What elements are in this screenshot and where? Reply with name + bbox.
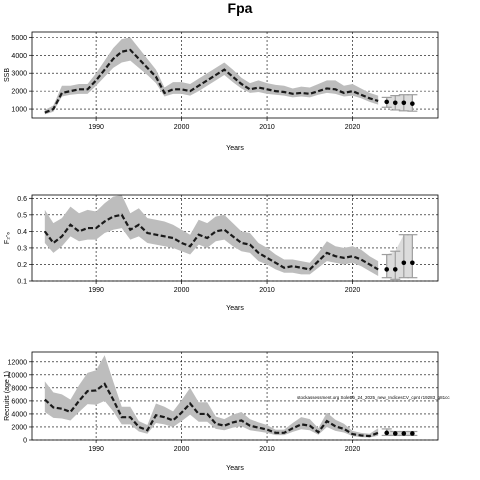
x-tick-label-1990: 1990: [88, 446, 104, 453]
fbar-plot-frame: [31, 194, 439, 282]
y-tick-label-0.6: 0.6: [17, 196, 27, 203]
fbar-x-axis-label: Years: [226, 305, 244, 312]
x-tick-label-2010: 2010: [259, 124, 275, 131]
chart-panels: 1990 2000 2010 2020 1000 2000 3000 4000 5000 Year…: [4, 31, 439, 472]
y-tick-label-3000: 3000: [11, 71, 27, 78]
recruits-projection-point-2027: [410, 431, 415, 436]
ssb-projection-band: [386, 94, 413, 112]
ssb-confidence-band: [44, 37, 379, 115]
y-tick-label-1000: 1000: [11, 107, 27, 114]
x-tick-label-2020: 2020: [345, 287, 361, 294]
ssb-plot-frame: [31, 31, 439, 119]
y-tick-label-4000: 4000: [11, 53, 27, 60]
panel-fbar: 1990 2000 2010 2020 0.1 0.2 0.3 0.4 0.5 0.6 Years F…: [4, 194, 439, 312]
x-tick-label-2020: 2020: [345, 446, 361, 453]
recruits-confidence-band: [44, 355, 379, 438]
ssb-projection-point-2024: [384, 99, 390, 105]
panel-ssb: 1990 2000 2010 2020 1000 2000 3000 4000 5000 Year…: [4, 31, 439, 152]
recruits-y-axis-label: Recruits (age 1): [4, 371, 11, 421]
y-tick-label-0.4: 0.4: [17, 229, 27, 236]
fbar-projection-point-2025: [392, 267, 398, 272]
y-tick-label-0: 0: [23, 438, 27, 445]
x-tick-label-1990: 1990: [88, 287, 104, 294]
ssb-estimate-line: [44, 48, 379, 114]
x-tick-label-2000: 2000: [174, 446, 190, 453]
y-tick-label-2000: 2000: [11, 89, 27, 96]
assessment-note: stockassessment.org SoleBb_24_2025_new_I…: [297, 395, 450, 400]
y-tick-label-8000: 8000: [11, 385, 27, 392]
fbar-estimate-line: [43, 213, 379, 271]
y-tick-label-0.1: 0.1: [17, 279, 27, 286]
y-tick-label-0.2: 0.2: [17, 262, 27, 269]
recruits-projection-point-2025: [392, 431, 398, 436]
x-tick-label-2020: 2020: [345, 124, 361, 131]
fbar-projection-point-2026: [401, 260, 407, 266]
y-tick-label-6000: 6000: [11, 398, 27, 405]
y-tick-label-0.3: 0.3: [17, 245, 27, 252]
panel-recruits: 1990 2000 2010 2020 0 2000 4000 6000 8000 10000 12…: [4, 351, 439, 472]
recruits-plot-frame: [31, 351, 439, 441]
fbar-y-axis-label: F₂-₆: [4, 232, 11, 244]
x-tick-label-2010: 2010: [259, 287, 275, 294]
ssb-projection-point-2025: [392, 100, 398, 106]
recruits-projection-point-2024: [384, 430, 390, 436]
recruits-estimate-line: [44, 382, 379, 438]
x-tick-label-2010: 2010: [259, 446, 275, 453]
y-tick-label-10000: 10000: [8, 372, 28, 379]
fbar-projection-point-2024: [384, 267, 390, 272]
fbar-projection-point-2027: [410, 260, 415, 266]
ssb-projection-point-2027: [410, 101, 415, 106]
recruits-x-axis-label: Years: [226, 465, 244, 472]
y-tick-label-2000: 2000: [11, 424, 27, 431]
ssb-y-axis-label: SSB: [4, 68, 11, 82]
y-tick-label-5000: 5000: [11, 35, 27, 42]
x-tick-label-2000: 2000: [174, 124, 190, 131]
fbar-projection-band: [386, 234, 413, 280]
y-tick-label-0.5: 0.5: [17, 212, 27, 219]
ssb-x-axis-label: Years: [226, 145, 244, 152]
x-tick-label-2000: 2000: [174, 287, 190, 294]
x-tick-label-1990: 1990: [88, 124, 104, 131]
recruits-projection-point-2026: [401, 431, 407, 436]
y-tick-label-4000: 4000: [11, 411, 27, 418]
ssb-projection-point-2026: [401, 100, 407, 106]
y-tick-label-12000: 12000: [8, 359, 28, 366]
figure-title: Fpa: [228, 0, 253, 16]
